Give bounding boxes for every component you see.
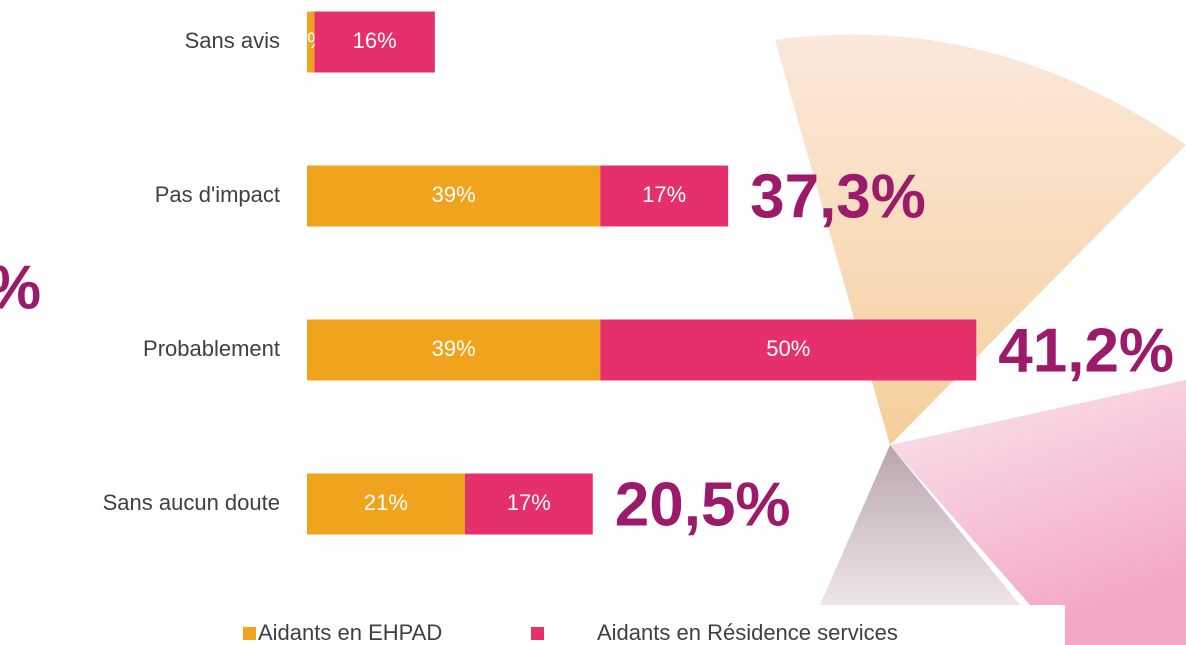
- value-label: 50%: [766, 336, 810, 361]
- bar-segment: [464, 473, 593, 535]
- value-label: 39%: [432, 182, 476, 207]
- value-label: 17%: [507, 490, 551, 515]
- category-label: Sans aucun doute: [103, 490, 280, 515]
- value-label: 17%: [642, 182, 686, 207]
- plot: Sans avis 1% 16%Pas d'impact 39% 17% 37,3%Pro…: [0, 11, 1174, 539]
- side-annotation: %: [0, 253, 41, 322]
- bar-segment: [600, 165, 729, 227]
- bar-segment: [307, 11, 315, 73]
- bar-segment: [600, 319, 977, 381]
- value-label: 39%: [432, 336, 476, 361]
- legend-swatch: [243, 627, 256, 640]
- value-label: 21%: [364, 490, 408, 515]
- bar-annotation: 20,5%: [615, 470, 791, 539]
- category-label: Sans avis: [185, 28, 280, 53]
- bar-segment: [307, 473, 465, 535]
- category-label: Pas d'impact: [155, 182, 280, 207]
- bar-segment: [307, 165, 601, 227]
- legend-swatch: [531, 627, 544, 640]
- bar-annotation: 37,3%: [750, 162, 926, 231]
- bar-annotation: 41,2%: [998, 316, 1174, 385]
- bar-segment: [314, 11, 435, 73]
- value-label: 16%: [353, 28, 397, 53]
- legend-label: Aidants en EHPAD: [258, 620, 442, 645]
- bar-segment: [307, 319, 601, 381]
- legend-label: Aidants en Résidence services: [597, 620, 898, 645]
- category-label: Probablement: [143, 336, 280, 361]
- legend: Aidants en EHPAD Aidants en Résidence ser…: [243, 620, 898, 645]
